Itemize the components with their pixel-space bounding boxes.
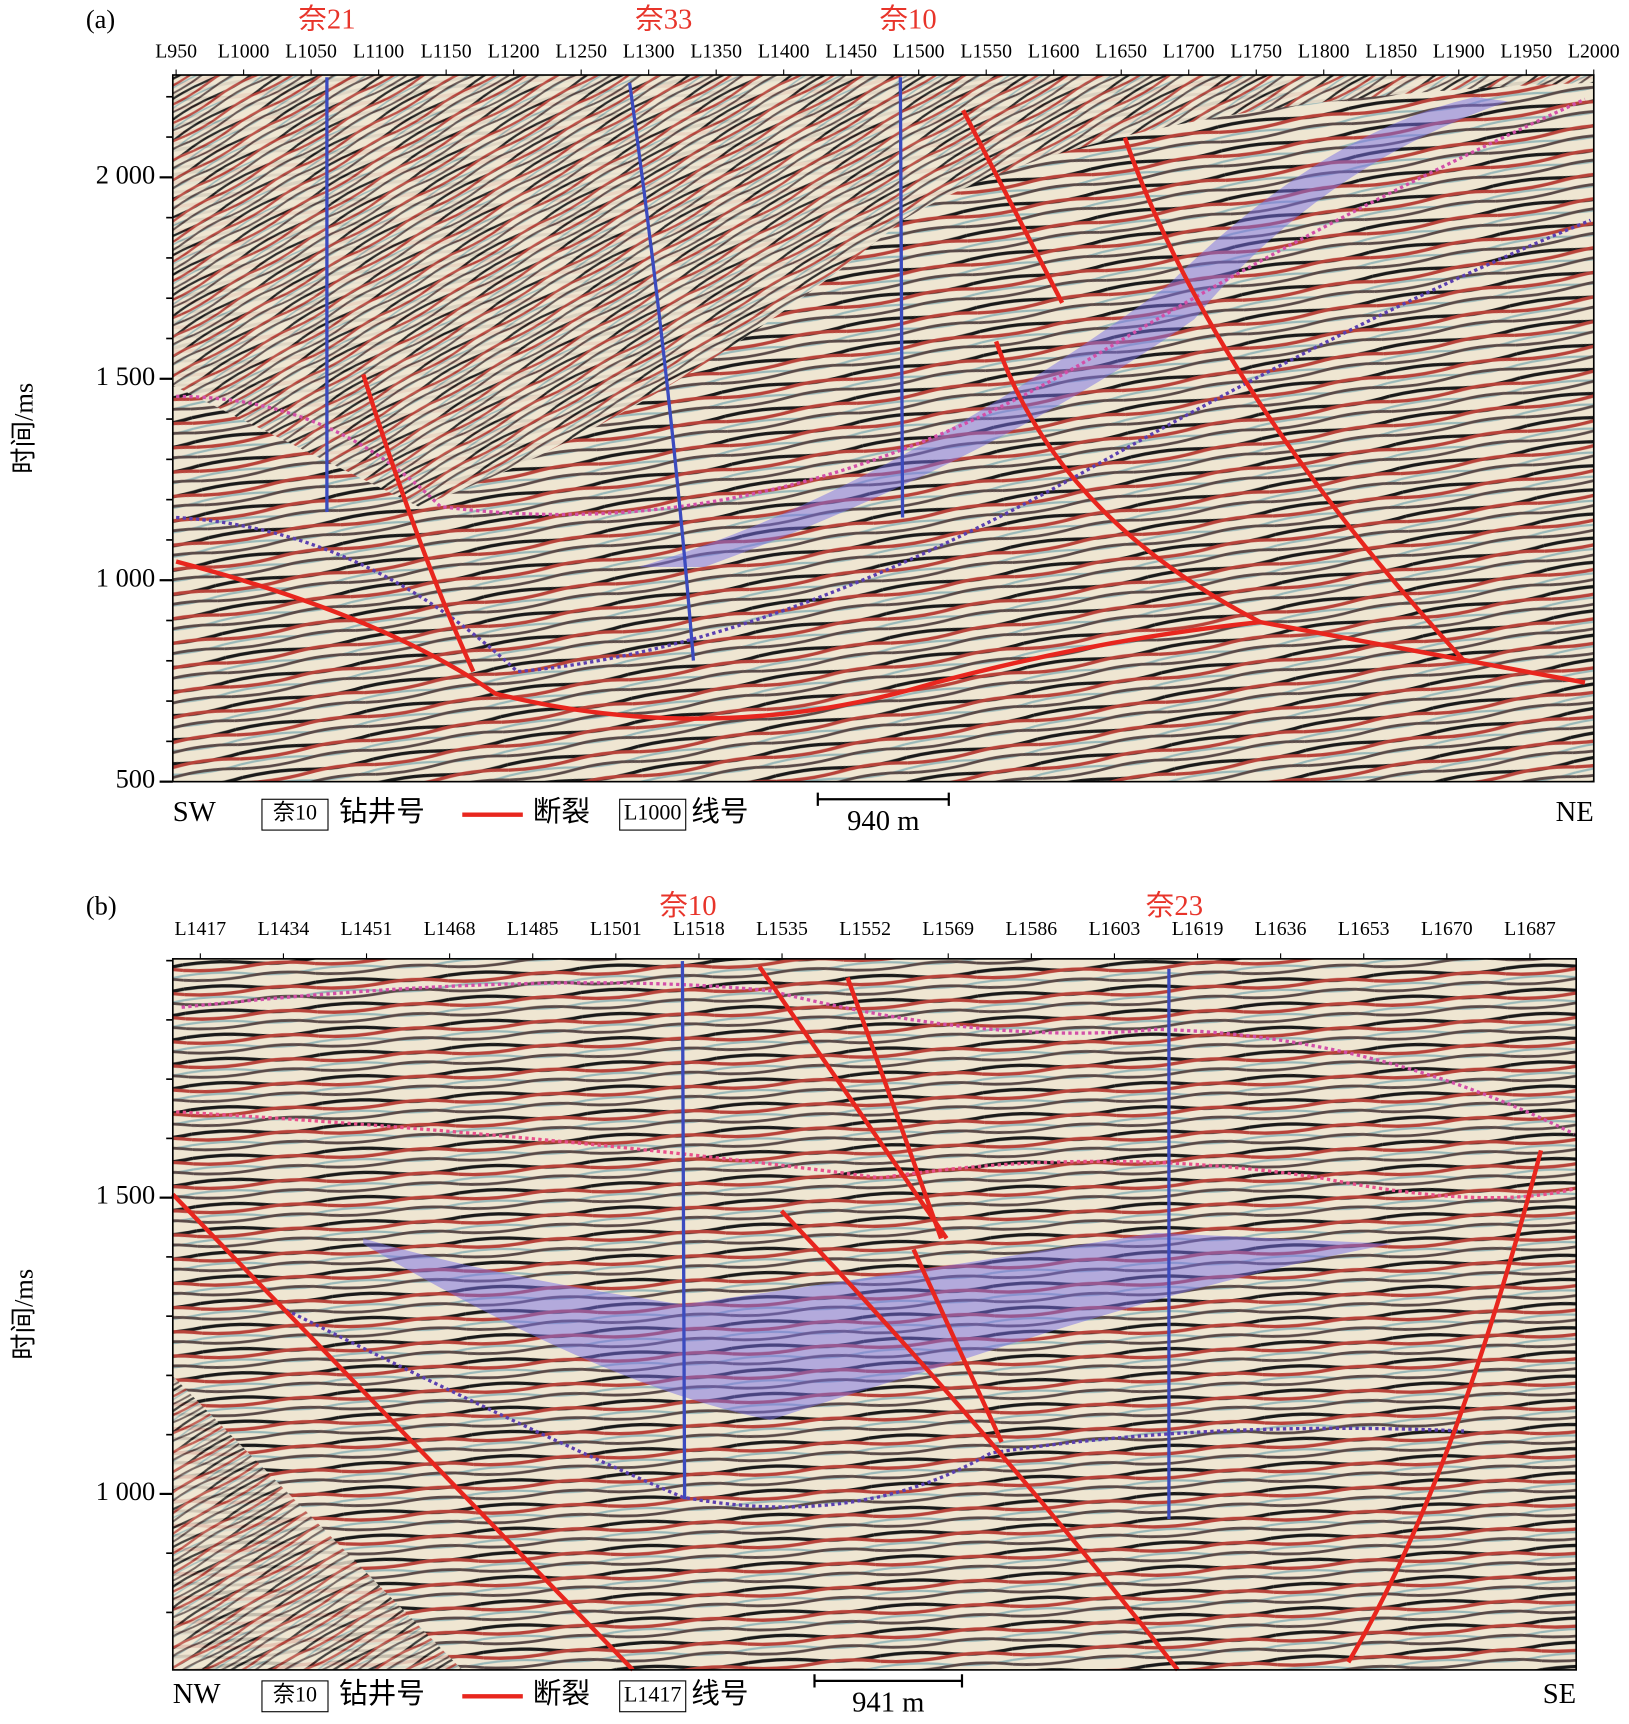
line-label: L1636 (1255, 918, 1307, 940)
line-label: L1250 (555, 41, 607, 63)
panel-label: (b) (86, 890, 117, 920)
well-name: 奈10 (879, 4, 936, 36)
line-label: L1400 (758, 41, 810, 63)
line-label: L1200 (488, 41, 540, 63)
line-label: L1670 (1421, 918, 1473, 940)
line-label: L1451 (341, 918, 393, 940)
y-tick-label: 1 500 (96, 1180, 155, 1210)
legend-fault: 断裂 (533, 1678, 590, 1710)
y-axis-label: 时间/ms (8, 1269, 38, 1360)
line-label: L1900 (1433, 41, 1485, 63)
panel-label: (a) (86, 4, 115, 34)
line-label: L1535 (756, 918, 808, 940)
line-box (619, 798, 687, 831)
legend-line-box: L1417 (624, 1681, 681, 1706)
legend-right: NE (1556, 797, 1594, 828)
line-label: L1468 (424, 918, 476, 940)
seismic-image-b (171, 958, 1577, 1672)
scale-label: 940 m (847, 806, 919, 837)
y-tick-label: 1 000 (96, 1476, 155, 1506)
well-name: 奈21 (298, 4, 355, 36)
line-label: L1518 (673, 918, 725, 940)
legend-well: 钻井号 (339, 1678, 425, 1710)
y-tick-label: 1 500 (96, 361, 155, 391)
legend-right: SE (1543, 1679, 1576, 1710)
seismic-image-a (171, 74, 1595, 783)
line-label: L1350 (690, 41, 742, 63)
line-label: L2000 (1568, 41, 1620, 63)
line-label: L1687 (1504, 918, 1556, 940)
line-label: L1450 (825, 41, 877, 63)
well-name: 奈23 (1146, 890, 1203, 922)
scale-bar (813, 1674, 964, 1688)
line-label: L1434 (258, 918, 310, 940)
y-tick-label: 2 000 (96, 159, 155, 189)
legend-left: SW (173, 797, 216, 828)
y-tick-label: 500 (116, 764, 156, 794)
line-label: L1750 (1230, 41, 1282, 63)
legend-line-box: L1000 (624, 800, 681, 825)
line-label: L1500 (893, 41, 945, 63)
line-label: L1050 (285, 41, 337, 63)
line-label: L1700 (1163, 41, 1215, 63)
line-label: L1550 (960, 41, 1012, 63)
legend-fault: 断裂 (533, 796, 590, 828)
line-label: L1650 (1095, 41, 1147, 63)
scale-label: 941 m (852, 1688, 924, 1719)
line-label: L1300 (623, 41, 675, 63)
legend-line: 线号 (691, 1678, 748, 1710)
line-label: L1552 (839, 918, 891, 940)
line-label: L1569 (922, 918, 974, 940)
well-name: 奈10 (659, 890, 716, 922)
line-label: L1600 (1028, 41, 1080, 63)
legend-left: NW (173, 1679, 221, 1710)
line-label: L1485 (507, 918, 559, 940)
line-label: L1150 (421, 41, 472, 63)
line-box (619, 1680, 687, 1713)
line-label: L950 (155, 41, 197, 63)
scale-bar (816, 792, 950, 806)
line-label: L1950 (1500, 41, 1552, 63)
line-label: L1619 (1172, 918, 1224, 940)
line-label: L1800 (1298, 41, 1350, 63)
legend-well-box: 奈10 (273, 1681, 317, 1706)
well-name: 奈33 (635, 4, 692, 36)
line-label: L1417 (174, 918, 226, 940)
well-box (261, 798, 329, 831)
legend-well-box: 奈10 (273, 800, 317, 825)
legend-well: 钻井号 (339, 796, 425, 828)
line-label: L1000 (218, 41, 270, 63)
well-box (261, 1680, 329, 1713)
y-tick-label: 1 000 (96, 562, 155, 592)
line-label: L1501 (590, 918, 642, 940)
line-label: L1850 (1365, 41, 1417, 63)
line-label: L1586 (1005, 918, 1057, 940)
y-axis-label: 时间/ms (8, 383, 38, 474)
line-label: L1603 (1089, 918, 1141, 940)
line-label: L1100 (353, 41, 404, 63)
line-label: L1653 (1338, 918, 1390, 940)
legend-line: 线号 (691, 796, 748, 828)
